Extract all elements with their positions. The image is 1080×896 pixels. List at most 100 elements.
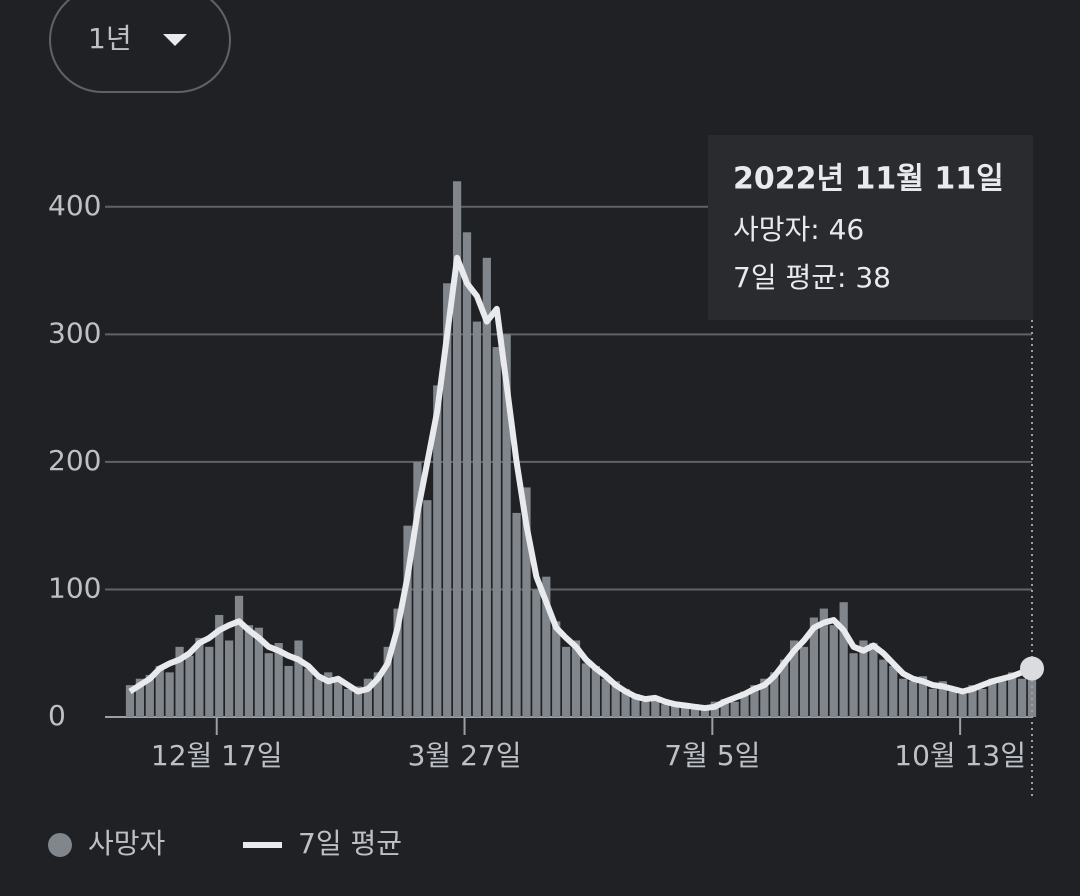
x-tick-label: 3월 27일	[408, 739, 522, 772]
bar	[492, 347, 501, 717]
bar	[383, 646, 392, 717]
bar	[393, 608, 402, 717]
bar	[542, 576, 551, 717]
y-tick-label: 0	[48, 699, 66, 732]
bar	[869, 643, 878, 717]
bar	[195, 637, 204, 717]
bar	[373, 672, 382, 717]
dropdown-border[interactable]	[49, 0, 231, 93]
bar	[462, 232, 472, 718]
y-tick-label: 300	[48, 316, 101, 349]
bar	[690, 704, 700, 717]
bar	[1008, 672, 1017, 717]
bar	[799, 646, 809, 717]
bar	[899, 678, 908, 717]
bar	[443, 283, 452, 717]
bar	[254, 627, 263, 717]
bar	[1017, 678, 1027, 717]
bar	[671, 701, 680, 717]
bar	[928, 688, 937, 717]
bar	[215, 614, 224, 717]
bar	[611, 681, 620, 717]
bar	[472, 321, 482, 717]
bar	[750, 685, 759, 717]
bar	[908, 681, 918, 717]
legend: 사망자 7일 평균	[48, 827, 402, 860]
bar	[403, 525, 412, 717]
bar	[829, 625, 838, 717]
tooltip-line: 사망자: 46	[733, 213, 864, 246]
bar	[581, 663, 591, 717]
bar	[452, 181, 462, 717]
bar	[413, 461, 422, 717]
bar	[314, 678, 323, 717]
bar	[859, 640, 868, 717]
bar	[839, 602, 848, 717]
bar	[978, 688, 987, 717]
bar	[641, 701, 650, 717]
bar	[274, 643, 283, 717]
bar	[651, 696, 660, 717]
range-dropdown[interactable]: 1년	[49, 0, 231, 93]
tooltip-line: 7일 평균: 38	[733, 261, 891, 294]
bar	[998, 681, 1007, 717]
tooltip: 2022년 11월 11일 사망자: 46 7일 평균: 38	[708, 135, 1033, 320]
bar	[353, 686, 363, 717]
bar	[730, 701, 739, 717]
legend-swatch	[48, 833, 72, 857]
bar	[334, 681, 343, 717]
bar	[809, 617, 819, 717]
bar	[680, 706, 690, 717]
bar	[125, 685, 135, 717]
bar	[889, 665, 898, 717]
bar	[938, 681, 947, 717]
bar	[135, 678, 145, 717]
y-tick-label: 400	[48, 189, 101, 222]
y-tick-label: 200	[48, 444, 101, 477]
bar	[234, 595, 244, 717]
bar	[948, 691, 957, 717]
bar	[770, 672, 779, 717]
bar	[244, 625, 254, 717]
legend-label: 7일 평균	[298, 827, 402, 860]
bar	[482, 257, 491, 717]
bar	[958, 694, 967, 717]
legend-label: 사망자	[88, 827, 165, 860]
x-tick-label: 10월 13일	[894, 739, 1026, 772]
tooltip-title: 2022년 11월 11일	[733, 162, 1004, 197]
tooltip-box	[708, 135, 1033, 320]
bar	[433, 385, 442, 717]
bar	[740, 691, 749, 717]
bar	[502, 334, 511, 717]
bar	[879, 659, 888, 717]
bar	[155, 665, 164, 717]
bar	[185, 655, 194, 717]
bar	[591, 665, 600, 717]
dropdown-arrow[interactable]	[163, 34, 187, 46]
bar	[601, 678, 610, 717]
dropdown-label[interactable]: 1년	[88, 22, 132, 55]
bar	[522, 487, 531, 717]
bar	[968, 685, 977, 717]
bar	[780, 659, 789, 717]
bar	[700, 709, 710, 717]
bar	[284, 665, 293, 717]
bar	[552, 621, 561, 717]
bar	[294, 640, 303, 717]
bar	[264, 653, 273, 717]
bar	[205, 646, 214, 717]
bar	[423, 500, 432, 717]
bar	[175, 646, 184, 717]
bar	[720, 699, 729, 717]
bar	[225, 640, 234, 717]
bar	[532, 589, 541, 717]
bar	[571, 640, 581, 717]
bar	[760, 678, 769, 717]
bar	[304, 668, 313, 717]
bar	[988, 678, 997, 717]
bar	[849, 653, 858, 717]
bar	[363, 678, 373, 717]
bar	[512, 512, 521, 717]
bar	[145, 674, 154, 717]
